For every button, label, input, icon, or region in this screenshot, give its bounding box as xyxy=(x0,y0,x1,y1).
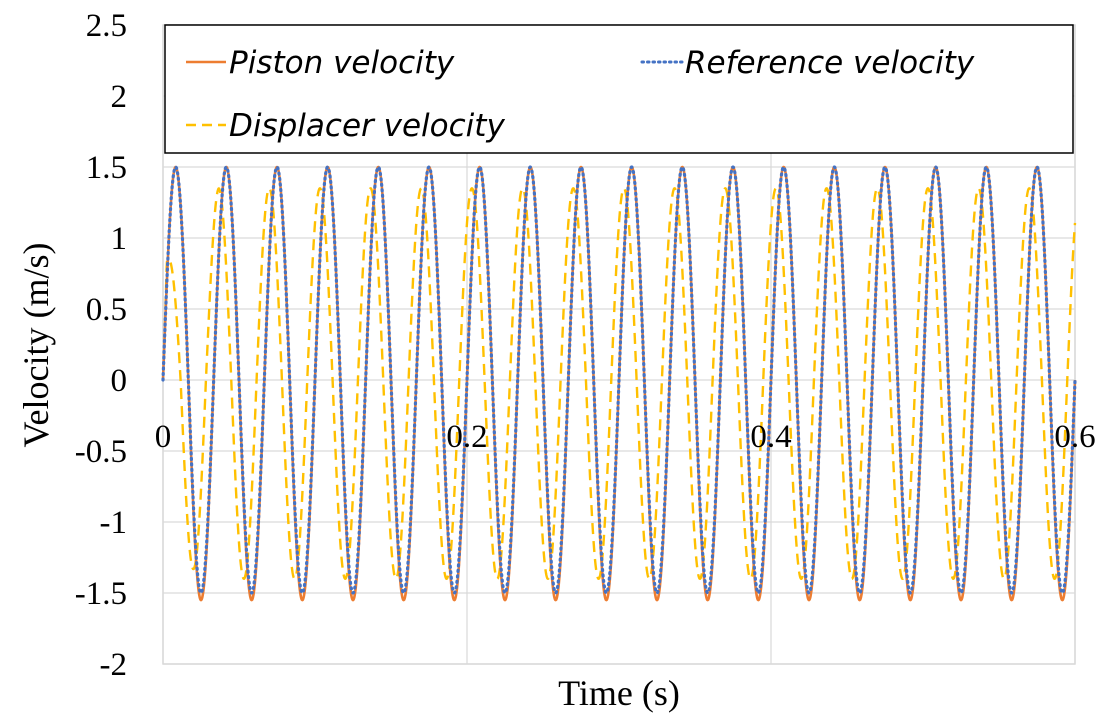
y-tick-label: -1.5 xyxy=(75,576,127,612)
y-tick-labels: 2.5 2 1.5 1 0.5 0 -0.5 -1 -1.5 -2 xyxy=(75,8,127,683)
y-tick-label: 1.5 xyxy=(86,150,127,186)
series-line-reference xyxy=(161,165,1077,595)
legend: Piston velocity Reference velocity Displ… xyxy=(164,24,1074,154)
x-tick-label: 0 xyxy=(155,419,172,455)
y-tick-label: 1 xyxy=(111,221,128,257)
y-tick-label: -2 xyxy=(100,647,128,683)
legend-label-reference: Reference velocity xyxy=(685,45,975,81)
legend-label-piston: Piston velocity xyxy=(229,45,455,81)
y-tick-label: 0.5 xyxy=(86,292,127,328)
y-tick-label: 2 xyxy=(111,79,128,115)
y-axis-title: Velocity (m/s) xyxy=(16,243,56,448)
series-line-displacer xyxy=(161,187,1077,580)
x-axis-title: Time (s) xyxy=(558,673,680,713)
x-tick-label: 0.4 xyxy=(750,419,791,455)
y-tick-label: -0.5 xyxy=(75,434,127,470)
series-group xyxy=(161,165,1077,602)
y-tick-label: 0 xyxy=(111,363,128,399)
legend-box xyxy=(164,24,1074,154)
x-tick-label: 0.2 xyxy=(446,419,487,455)
x-tick-labels: 0 0.2 0.4 0.6 xyxy=(155,419,1096,455)
x-tick-label: 0.6 xyxy=(1054,419,1095,455)
legend-label-displacer: Displacer velocity xyxy=(229,108,505,144)
y-tick-label: -1 xyxy=(100,505,128,541)
y-tick-label: 2.5 xyxy=(86,8,127,44)
